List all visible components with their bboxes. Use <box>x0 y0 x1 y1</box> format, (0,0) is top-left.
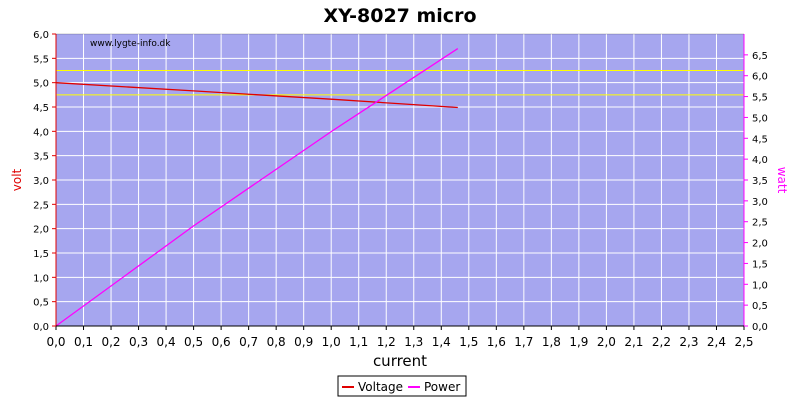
x-tick-label: 1,0 <box>322 335 341 349</box>
left-tick-label: 4,5 <box>33 103 49 114</box>
x-tick-label: 0,7 <box>239 335 258 349</box>
left-tick-label: 6,0 <box>33 30 49 41</box>
x-tick-label: 2,0 <box>597 335 616 349</box>
x-tick-label: 0,4 <box>157 335 176 349</box>
x-tick-label: 0,9 <box>294 335 313 349</box>
right-tick-label: 2,5 <box>752 218 768 229</box>
axes: 0,0 0,1 0,2 0,3 0,4 0,5 0,6 0,7 0,8 0,9 1,0 1,1 1,2 1… <box>33 30 768 349</box>
left-tick-label: 1,5 <box>33 249 49 260</box>
right-tick-label: 0,0 <box>752 322 768 333</box>
legend-label-voltage: Voltage <box>358 380 403 394</box>
right-tick-label: 5,5 <box>752 93 768 104</box>
series-line-voltage <box>55 82 458 109</box>
left-tick-label: 0,5 <box>33 298 49 309</box>
left-tick-label: 2,0 <box>33 225 49 236</box>
right-tick-label: 6,0 <box>752 72 768 83</box>
legend: Voltage Power <box>337 375 467 397</box>
right-tick-label: 0,5 <box>752 301 768 312</box>
right-tick-label: 2,0 <box>752 239 768 250</box>
x-tick-label: 2,4 <box>707 335 726 349</box>
x-tick-label: 1,9 <box>569 335 588 349</box>
right-axis-label: watt <box>775 167 789 194</box>
left-tick-label: 0,0 <box>33 322 49 333</box>
right-tick-label: 1,5 <box>752 259 768 270</box>
chart-title: XY-8027 micro <box>324 5 477 27</box>
x-tick-label: 1,2 <box>377 335 396 349</box>
left-tick-label: 3,0 <box>33 176 49 187</box>
left-tick-label: 4,0 <box>33 127 49 138</box>
x-tick-label: 0,0 <box>46 335 65 349</box>
x-tick-label: 1,7 <box>514 335 533 349</box>
x-tick-label: 2,1 <box>624 335 643 349</box>
x-tick-label: 0,5 <box>184 335 203 349</box>
x-tick-label: 1,6 <box>487 335 506 349</box>
left-tick-label: 5,5 <box>33 54 49 65</box>
x-tick-label: 2,5 <box>734 335 753 349</box>
series-group <box>55 48 459 327</box>
reference-lines <box>56 70 744 96</box>
x-tick-label: 0,8 <box>267 335 286 349</box>
legend-label-power: Power <box>424 380 460 394</box>
legend-box <box>337 375 467 397</box>
left-tick-label: 2,5 <box>33 200 49 211</box>
right-tick-label: 4,5 <box>752 134 768 145</box>
left-tick-label: 3,5 <box>33 152 49 163</box>
x-tick-label: 0,1 <box>74 335 93 349</box>
x-tick-label: 1,4 <box>432 335 451 349</box>
x-axis-label: current <box>373 352 427 370</box>
right-tick-label: 3,0 <box>752 197 768 208</box>
right-tick-label: 4,0 <box>752 155 768 166</box>
series-line-power <box>55 48 459 327</box>
watermark: www.lygte-info.dk <box>90 39 171 49</box>
x-tick-label: 0,2 <box>101 335 120 349</box>
right-tick-label: 5,0 <box>752 113 768 124</box>
x-tick-label: 1,8 <box>542 335 561 349</box>
x-tick-label: 1,1 <box>349 335 368 349</box>
right-tick-label: 3,5 <box>752 176 768 187</box>
x-tick-label: 2,2 <box>652 335 671 349</box>
x-tick-label: 0,6 <box>212 335 231 349</box>
x-tick-label: 1,3 <box>404 335 423 349</box>
x-tick-label: 0,3 <box>129 335 148 349</box>
left-tick-label: 1,0 <box>33 273 49 284</box>
x-tick-label: 2,3 <box>679 335 698 349</box>
gridlines <box>56 34 744 326</box>
left-tick-label: 5,0 <box>33 79 49 90</box>
left-axis-label: volt <box>10 168 24 191</box>
x-tick-label: 1,5 <box>459 335 478 349</box>
right-tick-label: 1,0 <box>752 280 768 291</box>
right-tick-label: 6,5 <box>752 51 768 62</box>
